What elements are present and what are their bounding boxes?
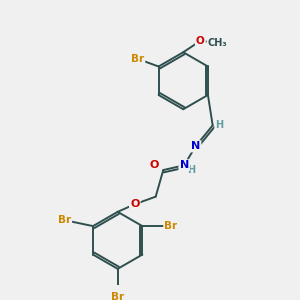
Text: O: O [196,36,205,46]
Text: Br: Br [58,215,71,225]
Text: Br: Br [111,292,124,300]
Text: N: N [191,141,200,151]
Text: H: H [187,165,195,175]
Text: CH₃: CH₃ [208,38,227,48]
Text: Br: Br [164,221,177,231]
Text: Br: Br [131,54,144,64]
Text: H: H [215,120,223,130]
Text: O: O [149,160,158,170]
Text: O: O [130,199,140,209]
Text: N: N [180,160,189,170]
